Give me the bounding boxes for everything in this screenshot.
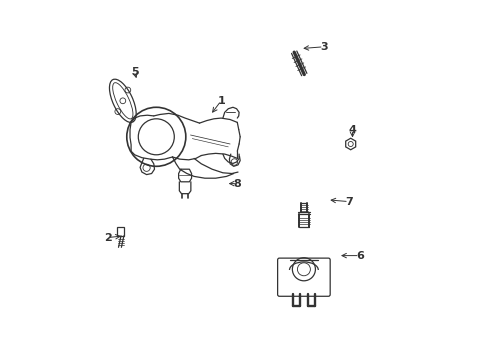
Text: 6: 6 <box>355 251 363 261</box>
Text: 1: 1 <box>217 96 224 106</box>
Text: 3: 3 <box>319 42 327 52</box>
Text: 2: 2 <box>103 233 111 243</box>
Text: 7: 7 <box>345 197 352 207</box>
Text: 5: 5 <box>131 67 138 77</box>
Text: 4: 4 <box>348 125 356 135</box>
Text: 8: 8 <box>233 179 241 189</box>
